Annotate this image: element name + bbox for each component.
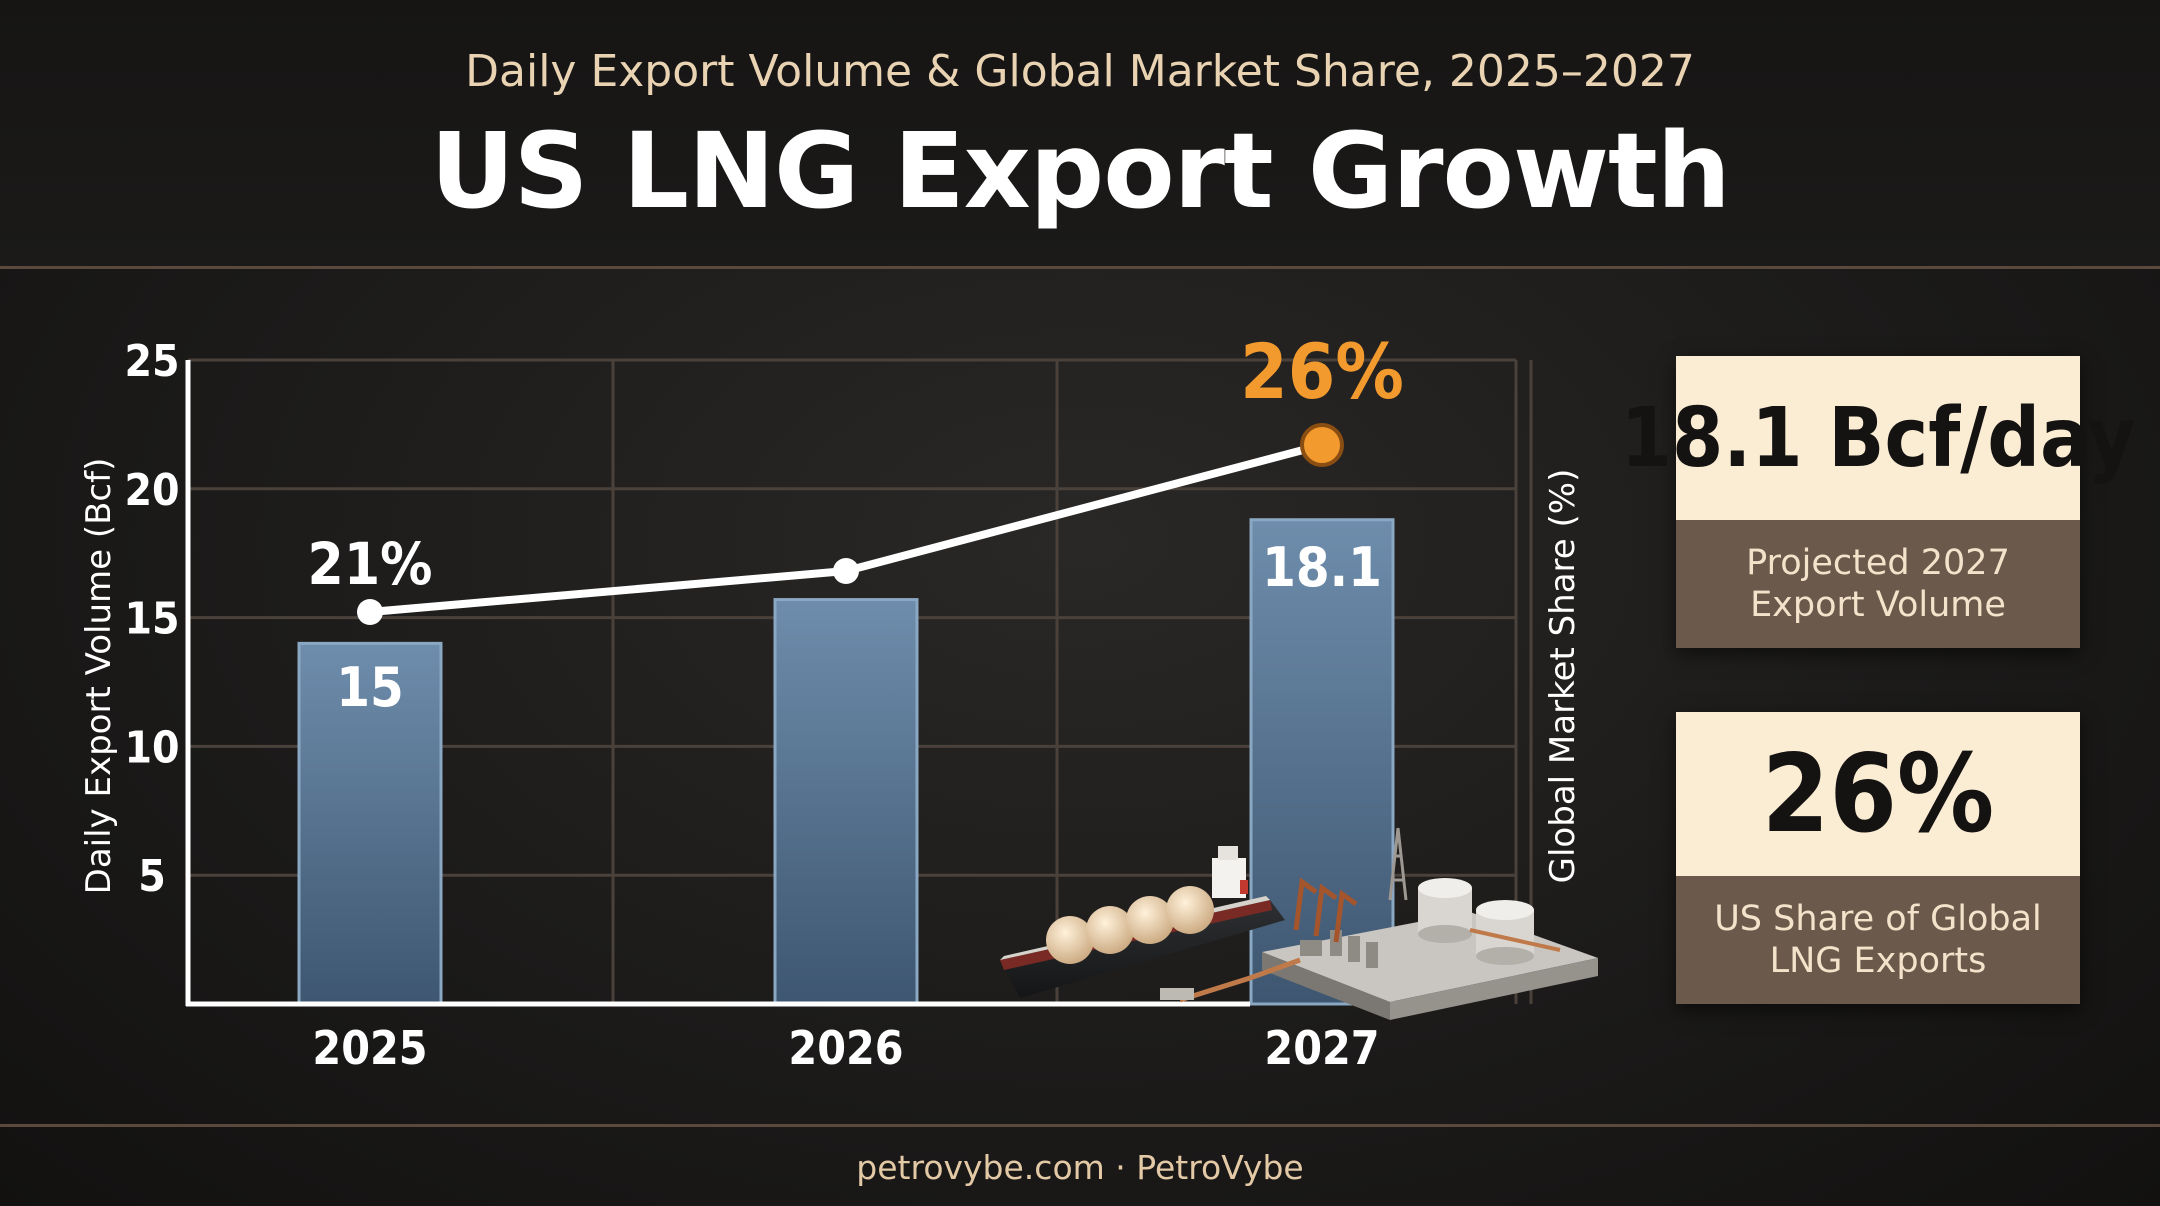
stat-card-volume-label-line1: Projected 2027 bbox=[1746, 543, 2010, 583]
share-value-label-2027: 26% bbox=[1240, 327, 1404, 416]
bar-2026 bbox=[773, 598, 919, 1006]
header-divider bbox=[0, 266, 2160, 269]
y-tick-label-5: 5 bbox=[138, 851, 166, 902]
share-point-2026 bbox=[833, 558, 859, 584]
footer-credit: petrovybe.com · PetroVybe bbox=[856, 1148, 1304, 1187]
y2-axis-title: Global Market Share (%) bbox=[1543, 469, 1583, 884]
share-line bbox=[366, 441, 1326, 616]
y-axis-title: Daily Export Volume (Bcf) bbox=[79, 458, 119, 895]
header: Daily Export Volume & Global Market Shar… bbox=[0, 0, 2160, 268]
x-tick-label-2027: 2027 bbox=[1264, 1021, 1379, 1075]
stat-card-volume: 18.1 Bcf/day Projected 2027 Export Volum… bbox=[1621, 356, 2135, 648]
stat-card-share-value: 26% bbox=[1676, 712, 2080, 876]
stat-card-volume-label-line2: Export Volume bbox=[1750, 585, 2006, 625]
chart-title: US LNG Export Growth bbox=[430, 110, 1731, 232]
stat-card-share-label: US Share of Global LNG Exports bbox=[1676, 876, 2080, 1004]
y-tick-label-20: 20 bbox=[124, 465, 179, 516]
stat-card-share: 26% US Share of Global LNG Exports bbox=[1676, 712, 2080, 1004]
footer-divider bbox=[0, 1124, 2160, 1127]
y-tick-label-15: 15 bbox=[124, 594, 179, 645]
stat-card-share-label-line2: LNG Exports bbox=[1769, 941, 1987, 981]
share-point-2025 bbox=[357, 599, 383, 625]
x-tick-label-2026: 2026 bbox=[788, 1021, 903, 1075]
stat-card-volume-label: Projected 2027 Export Volume bbox=[1676, 520, 2080, 648]
stat-card-share-label-line1: US Share of Global bbox=[1714, 899, 2042, 939]
share-value-label-2025: 21% bbox=[308, 530, 433, 598]
bar-value-label-2027: 18.1 bbox=[1262, 536, 1382, 599]
chart-subtitle: Daily Export Volume & Global Market Shar… bbox=[465, 46, 1695, 97]
data-labels: 15 18.1 21% 26% bbox=[308, 327, 1404, 719]
share-point-2027 bbox=[1300, 423, 1344, 467]
bar-2027 bbox=[1249, 518, 1395, 1006]
x-tick-label-2025: 2025 bbox=[312, 1021, 427, 1075]
y-tick-label-10: 10 bbox=[124, 722, 179, 773]
y-tick-label-25: 25 bbox=[124, 336, 179, 387]
lng-tanker-and-terminal-icon bbox=[1000, 827, 1598, 1020]
market-share-line bbox=[357, 423, 1344, 625]
bar-value-label-2025: 15 bbox=[336, 656, 404, 719]
stat-card-volume-value: 18.1 Bcf/day bbox=[1621, 356, 2135, 520]
